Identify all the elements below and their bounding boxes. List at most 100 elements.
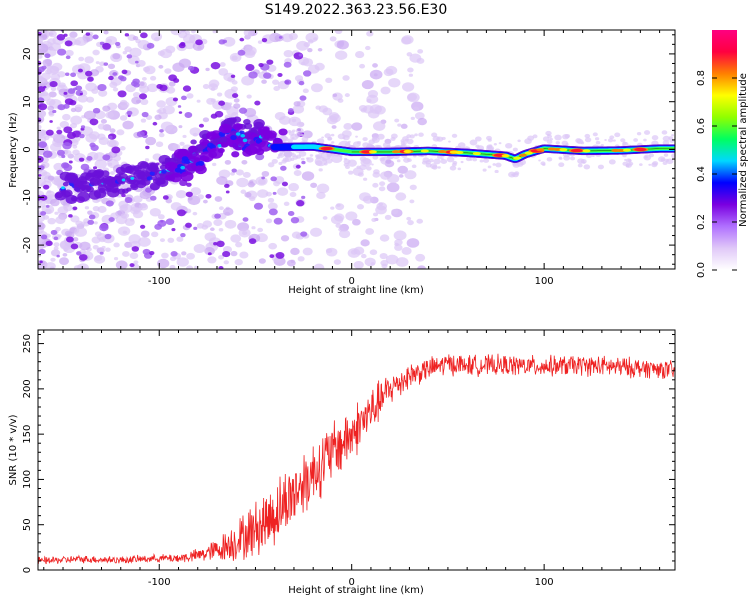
spectrogram-blob: [108, 135, 113, 140]
spectrogram-blob: [379, 234, 390, 242]
spectrogram-blob: [165, 86, 176, 94]
spectrogram-blob: [146, 83, 159, 93]
spectrogram-blob: [140, 202, 148, 209]
spectrogram-y-tick-label: -10: [22, 189, 33, 205]
spectrogram-blob: [124, 196, 133, 203]
spectrogram-blob: [145, 187, 152, 193]
spectrogram-blob: [451, 162, 457, 167]
spectrogram-blob: [409, 184, 417, 191]
spectrogram-blob: [577, 163, 583, 168]
spectrogram-blob: [232, 116, 242, 123]
spectrogram-blob: [126, 187, 132, 192]
spectrogram-blob: [46, 98, 56, 106]
spectrogram-blob: [367, 89, 379, 98]
spectrogram-blob: [132, 35, 139, 41]
spectrogram-blob: [315, 105, 321, 110]
spectrogram-blob: [109, 171, 115, 175]
spectrogram-blob: [663, 153, 669, 157]
spectrogram-blob: [386, 182, 400, 193]
spectrogram-blob: [187, 196, 193, 201]
spectrogram-blob: [167, 237, 175, 243]
spectrogram-blob: [172, 97, 179, 102]
snr-y-tick-label: 100: [22, 470, 33, 489]
colorbar-tick-label: 0.8: [696, 70, 707, 86]
spectrogram-blob: [597, 164, 605, 170]
spectrogram-blob: [180, 41, 186, 46]
spectrogram-blob: [149, 162, 157, 168]
spectrogram-blob: [50, 86, 57, 92]
spectrogram-blob: [303, 70, 312, 77]
spectrogram-blob: [325, 158, 333, 164]
spectrogram-blob: [310, 227, 323, 237]
spectrogram-blob: [84, 56, 94, 64]
spectrogram-blob: [614, 132, 621, 138]
spectrogram-ridge-segment: [518, 153, 527, 157]
spectrogram-blob: [272, 79, 280, 85]
spectrogram-blob: [237, 49, 246, 56]
spectrogram-blob: [321, 136, 324, 139]
spectrogram-blob: [230, 86, 238, 92]
spectrogram-blob: [242, 231, 248, 236]
colorbar-tick-label: 0.0: [696, 262, 707, 278]
spectrogram-blob: [380, 259, 389, 267]
spectrogram-blob: [113, 257, 119, 261]
spectrogram-blob: [318, 168, 323, 172]
spectrogram-blob: [298, 80, 305, 86]
spectrogram-blob: [440, 158, 448, 164]
spectrogram-blob: [133, 260, 139, 265]
spectrogram-blob: [325, 77, 333, 84]
spectrogram-blob: [184, 112, 193, 119]
spectrogram-blob: [205, 67, 210, 72]
spectrogram-blob: [38, 264, 45, 269]
spectrogram-blob: [182, 134, 187, 139]
spectrogram-blob: [604, 139, 607, 142]
snr-background: [38, 330, 675, 570]
spectrogram-blob: [417, 49, 424, 54]
spectrogram-blob: [558, 156, 562, 160]
spectrogram-blob: [216, 92, 223, 97]
spectrogram-blob: [400, 36, 412, 45]
spectrogram-ridge-segment: [501, 154, 510, 158]
spectrogram-blob: [612, 139, 616, 142]
spectrogram-blob: [129, 47, 142, 57]
spectrogram-blob: [50, 229, 58, 235]
spectrogram-blob: [240, 189, 247, 194]
spectrogram-blob: [396, 159, 401, 163]
spectrogram-blob: [261, 176, 266, 180]
spectrogram-blob: [257, 40, 263, 44]
spectrogram-blob: [72, 237, 79, 242]
spectrogram-blob: [101, 170, 110, 177]
spectrogram-blob: [407, 220, 414, 226]
spectrogram-blob: [69, 31, 78, 38]
spectrogram-blob: [281, 159, 287, 164]
spectrogram-blob: [433, 158, 441, 165]
spectrogram-blob: [334, 50, 348, 60]
spectrogram-blob: [362, 137, 368, 142]
spectrogram-blob: [512, 147, 518, 152]
spectrogram-blob: [336, 40, 349, 50]
spectrogram-blob: [441, 136, 446, 140]
spectrogram-blob: [298, 53, 303, 57]
spectrogram-blob: [482, 168, 487, 172]
spectrogram-blob: [50, 257, 56, 262]
snr-x-label: Height of straight line (km): [288, 585, 424, 596]
spectrogram-blob: [100, 119, 107, 124]
spectrogram-blob: [282, 139, 287, 142]
spectrogram-blob: [64, 40, 73, 47]
spectrogram-blob: [155, 141, 164, 148]
spectrogram-blob: [591, 154, 595, 157]
spectrogram-blob: [187, 65, 195, 71]
spectrogram-blob: [417, 265, 427, 269]
spectrogram-blob: [69, 139, 79, 147]
spectrogram-blob: [89, 118, 99, 126]
spectrogram-blob: [330, 214, 344, 225]
spectrogram-blob: [86, 156, 93, 161]
spectrogram-blob: [112, 72, 118, 76]
spectrogram-blob: [222, 207, 234, 216]
spectrogram-blob: [87, 76, 94, 82]
spectrogram-blob: [317, 47, 323, 52]
spectrogram-blob: [236, 177, 249, 188]
spectrogram-blob: [303, 42, 311, 48]
spectrogram-blob: [151, 231, 159, 238]
spectrogram-blob: [409, 134, 415, 139]
